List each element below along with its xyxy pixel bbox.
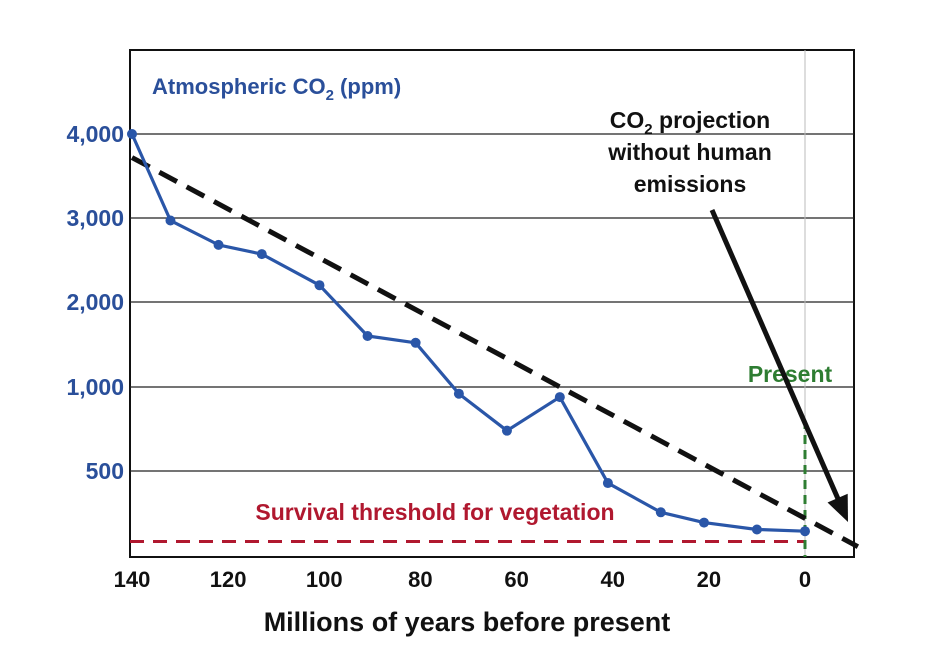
- y-tick-label-1: 3,000: [66, 205, 124, 231]
- data-point-12: [699, 517, 710, 528]
- x-axis-ticks: 140 120 100 80 60 40 20 0: [114, 567, 811, 592]
- x-tick-label-5: 40: [600, 567, 624, 592]
- chart-marks: [127, 129, 860, 557]
- annotation-arrow-head: [827, 493, 848, 522]
- data-point-6: [410, 337, 421, 348]
- annotation-line-2: without human: [607, 139, 772, 165]
- projection-line: [130, 155, 860, 549]
- data-point-1: [165, 215, 176, 226]
- plot-frame: [129, 49, 855, 558]
- data-point-0: [127, 129, 137, 139]
- data-point-2: [213, 239, 224, 250]
- data-point-7: [453, 388, 464, 399]
- y-tick-label-3: 1,000: [66, 374, 124, 400]
- x-axis-label: Millions of years before present: [264, 607, 671, 637]
- annotation-line-3: emissions: [634, 171, 747, 197]
- data-point-4: [314, 280, 325, 291]
- data-point-14: [800, 526, 810, 537]
- x-tick-label-1: 120: [210, 567, 247, 592]
- x-tick-label-0: 140: [114, 567, 151, 592]
- y-tick-label-2: 2,000: [66, 289, 124, 315]
- y-tick-label-0: 4,000: [66, 121, 124, 147]
- data-point-10: [602, 478, 613, 489]
- data-point-11: [655, 507, 666, 518]
- x-tick-label-3: 80: [408, 567, 432, 592]
- threshold-label: Survival threshold for vegetation: [255, 499, 614, 525]
- x-tick-label-7: 0: [799, 567, 811, 592]
- gridlines: [130, 133, 854, 472]
- annotation-arrow-shaft: [709, 209, 845, 509]
- data-point-8: [501, 425, 512, 436]
- x-tick-label-4: 60: [504, 567, 528, 592]
- chart-title: Atmospheric CO2 (ppm): [152, 74, 401, 104]
- data-point-5: [362, 331, 373, 341]
- data-point-13: [751, 524, 762, 535]
- y-tick-label-4: 500: [86, 458, 124, 484]
- annotation-line-1: CO2 projection: [610, 107, 770, 138]
- x-tick-label-2: 100: [306, 567, 343, 592]
- x-tick-label-6: 20: [697, 567, 721, 592]
- data-point-9: [554, 392, 565, 403]
- data-point-3: [256, 249, 267, 260]
- present-label: Present: [748, 361, 833, 387]
- y-axis-ticks: 4,000 3,000 2,000 1,000 500: [66, 121, 124, 484]
